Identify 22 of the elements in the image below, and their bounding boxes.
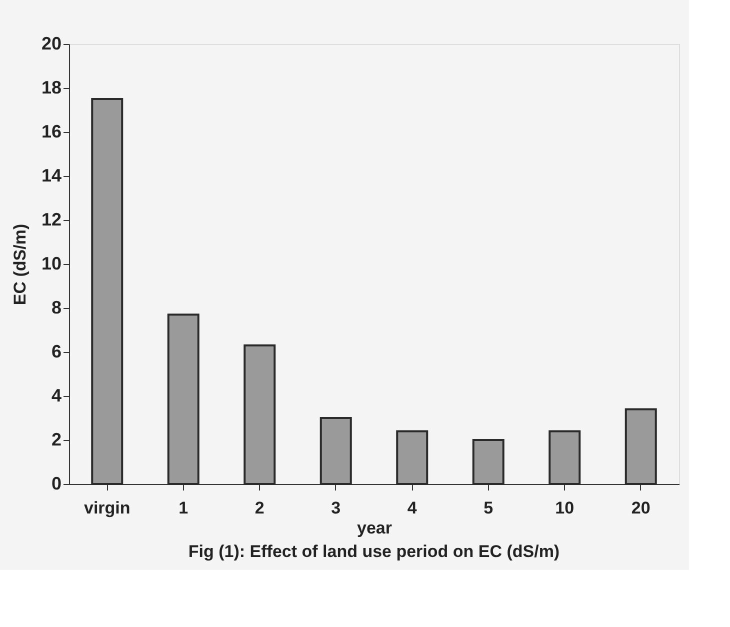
y-tick-label: 14 <box>41 166 62 186</box>
text: Fig (1): Effect of land use period on EC (dS/m) <box>188 542 560 561</box>
y-tick-label: 10 <box>41 254 62 274</box>
x-tick-label: 10 <box>555 498 574 518</box>
y-tick-label: 6 <box>51 342 62 362</box>
x-tick-label: 3 <box>331 498 341 518</box>
x-axis-title: year <box>357 518 392 538</box>
x-tick-label: 5 <box>484 498 494 518</box>
y-tick-label: 16 <box>41 122 62 142</box>
x-tick-label: 4 <box>407 498 418 518</box>
y-tick-label: 12 <box>41 210 62 230</box>
y-tick-label: 8 <box>51 298 62 318</box>
x-tick-label: 20 <box>631 498 650 518</box>
x-tick-label: virgin <box>84 498 130 518</box>
y-tick-label: 18 <box>41 78 62 98</box>
y-tick-label: 2 <box>51 430 62 450</box>
y-tick-label: 20 <box>41 34 62 54</box>
y-tick-label: 0 <box>51 474 62 494</box>
x-tick-label: 2 <box>254 498 264 518</box>
y-tick-label: 4 <box>51 386 62 406</box>
y-axis-title: EC (dS/m) <box>10 224 30 306</box>
x-tick-label: 1 <box>178 498 188 518</box>
